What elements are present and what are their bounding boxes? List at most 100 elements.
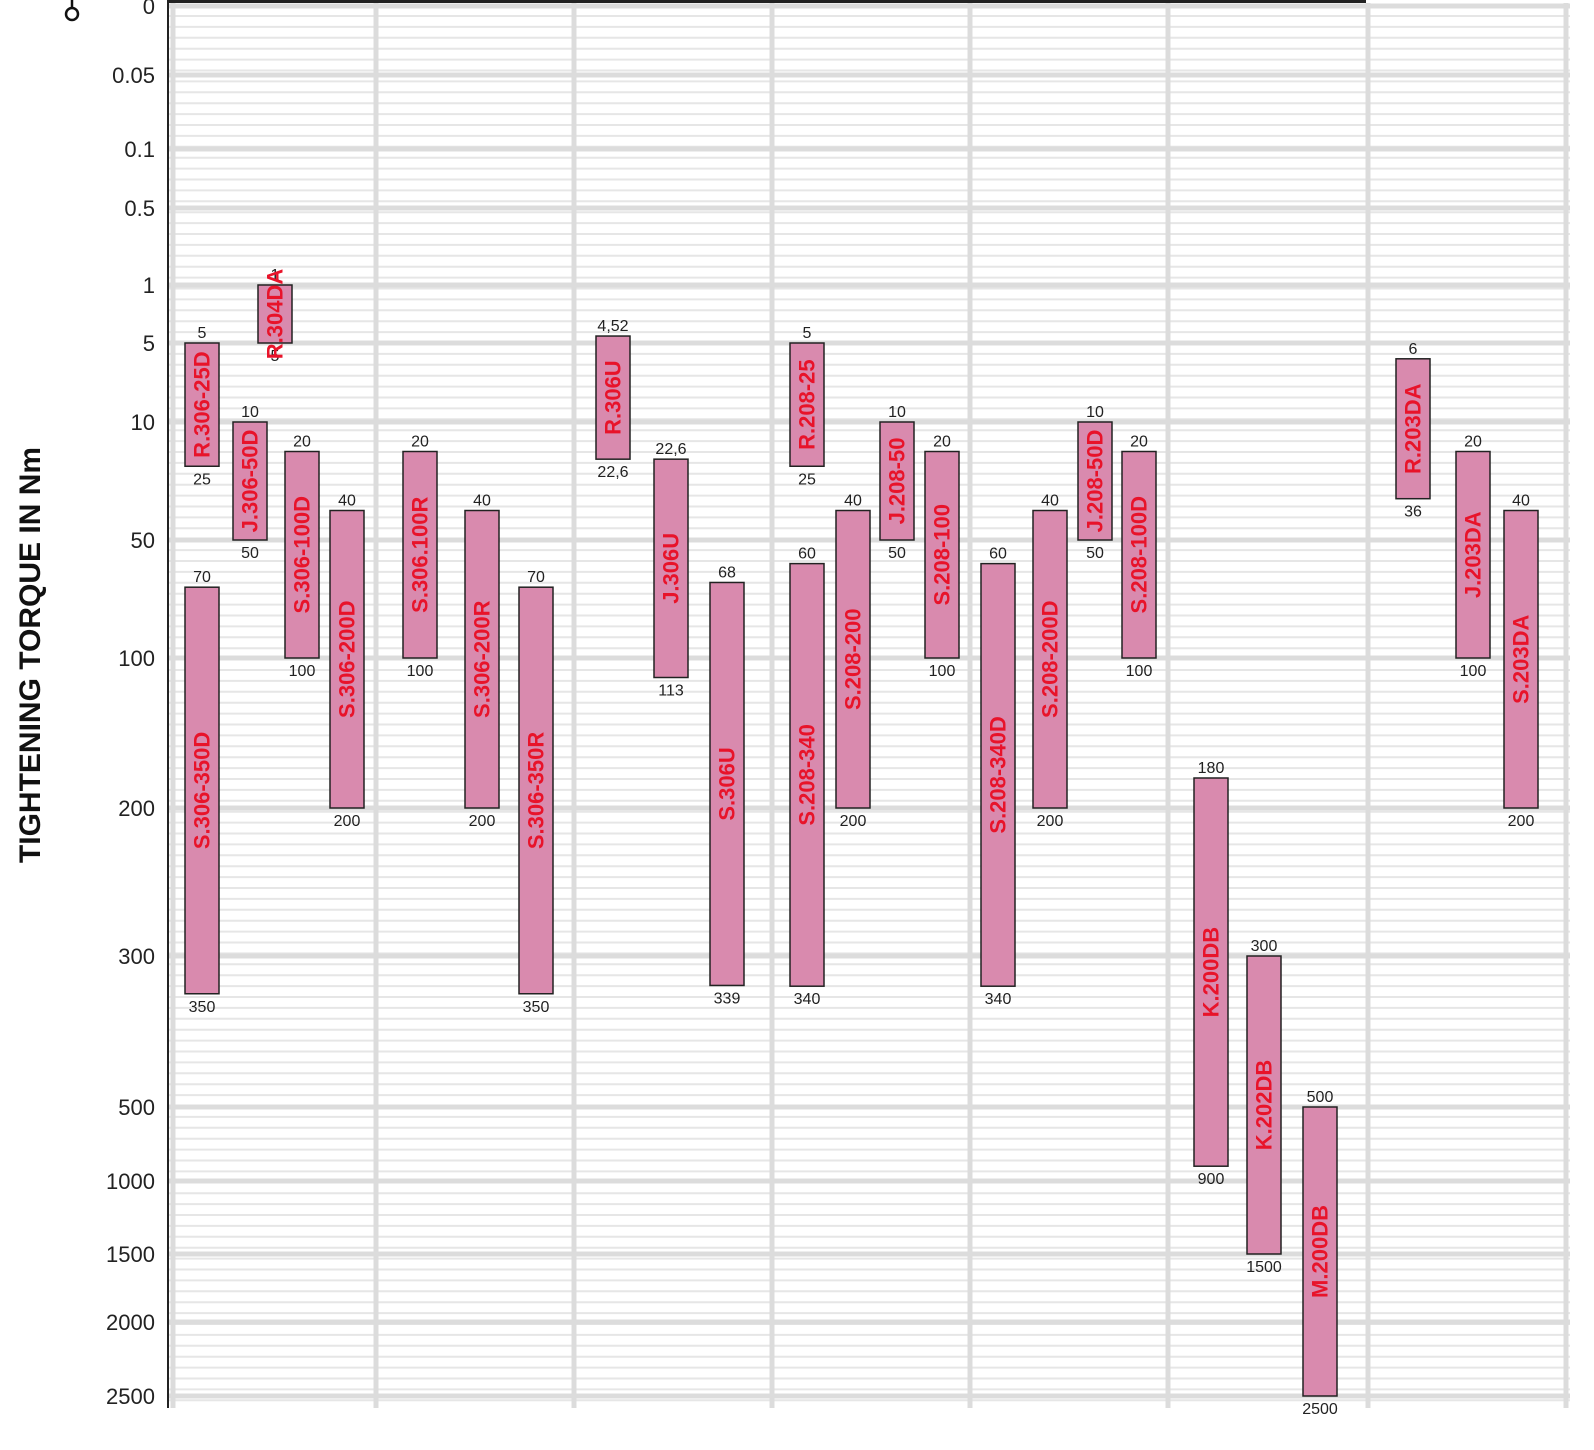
bar-rect (284, 450, 320, 659)
bar-name-label: J.208-50D (1083, 430, 1108, 533)
bar-rect (1395, 358, 1431, 500)
bar-min-label: 68 (718, 564, 736, 581)
bar-max-label: 100 (289, 663, 316, 680)
bar-rect (464, 509, 500, 809)
bar-name-label: J.208-50 (885, 438, 910, 525)
bar-max-label: 113 (658, 683, 684, 700)
plot-frame (167, 0, 1366, 1408)
bar-s-306u: 68 339 S.306U (709, 564, 745, 1007)
bar-max-label: 200 (1037, 813, 1064, 830)
bar-rect (402, 450, 438, 659)
y-tick-label: 0.1 (124, 137, 155, 162)
bar-min-label: 40 (1512, 493, 1530, 510)
bar-j-203da: 20 100 J.203DA (1455, 434, 1491, 680)
bar-rect (835, 509, 871, 809)
bar-name-label: S.208-200 (841, 608, 866, 710)
y-tick-label: 2000 (106, 1310, 155, 1335)
bar-name-label: R.203DA (1401, 383, 1426, 474)
bar-max-label: 100 (1460, 663, 1487, 680)
bar-name-label: R.208-25 (795, 359, 820, 450)
bar-r-304da: 1 5R.304DA (257, 267, 293, 365)
bar-name-label: J.203DA (1461, 511, 1486, 598)
bar-rect (1302, 1106, 1338, 1397)
bar-max-label: 25 (193, 471, 211, 488)
y-tick-label: 1500 (106, 1242, 155, 1267)
bar-min-label: 20 (933, 434, 951, 451)
y-axis-title: TIGHTENING TORQUE IN Nm (14, 447, 47, 863)
bar-name-label: S.306-350D (190, 732, 215, 849)
bar-j-306-50d: 10 50 J.306-50D (232, 404, 268, 562)
bar-min-label: 180 (1198, 760, 1225, 777)
bar-rect (257, 284, 293, 344)
bar-max-label: 2500 (1302, 1401, 1338, 1418)
bar-max-label: 340 (794, 991, 821, 1008)
bar-max-label: 200 (1508, 813, 1535, 830)
bar-rect (1246, 955, 1282, 1255)
bar-min-label: 60 (798, 546, 816, 563)
bar-s-306-200d: 40 200 S.306-200D (329, 493, 365, 830)
corner-hook-icon (64, 0, 80, 22)
y-tick-labels: 0 0.05 0.1 0.5 1 5 10 50 100 200 300 500 1000 1500 200… (106, 0, 155, 1409)
y-tick-label: 0.5 (124, 196, 155, 221)
bar-r-306u: 4,52 22,6 R.306U (595, 318, 631, 481)
bar-s-306-200r: 40 200 S.306-200R (464, 493, 500, 830)
bar-max-label: 900 (1198, 1171, 1225, 1188)
bar-rect (1077, 421, 1113, 541)
bar-s-208-340: 60 340 S.208-340 (789, 546, 825, 1008)
bar-max-label: 350 (523, 999, 550, 1016)
bar-name-label: M.200DB (1308, 1205, 1333, 1298)
bar-r-208-25: 5 25 R.208-25 (789, 325, 825, 488)
bar-min-label: 20 (1464, 434, 1482, 451)
bar-rect (789, 562, 825, 987)
bar-k-202db: 300 1500 K.202DB (1246, 938, 1282, 1276)
bar-name-label: S.208-200D (1038, 601, 1063, 718)
bar-max-label: 340 (985, 991, 1012, 1008)
bar-name-label: S.203DA (1509, 615, 1534, 704)
bar-min-label: 20 (293, 434, 311, 451)
y-tick-label: 10 (131, 410, 155, 435)
bar-m-200db: 500 2500 M.200DB (1302, 1089, 1338, 1418)
bar-s-306-100d: 20 100 S.306-100D (284, 434, 320, 680)
bar-min-label: 5 (198, 325, 207, 342)
bar-max-label: 36 (1404, 504, 1422, 521)
bar-s-203da: 40 200 S.203DA (1503, 493, 1539, 830)
bar-max-label: 100 (407, 663, 434, 680)
bar-min-label: 70 (193, 569, 211, 586)
bar-max-label: 50 (1086, 545, 1104, 562)
bar-r-203da: 6 36 R.203DA (1395, 341, 1431, 521)
y-tick-label: 5 (143, 331, 155, 356)
bar-rect (1503, 509, 1539, 809)
bar-min-label: 5 (803, 325, 812, 342)
bar-rect (980, 562, 1016, 987)
bar-name-label: S.306-200R (470, 600, 495, 718)
bar-rect (518, 586, 554, 995)
bar-max-label: 200 (840, 813, 867, 830)
bar-rect (924, 450, 960, 659)
y-tick-label: 1000 (106, 1169, 155, 1194)
bar-name-label: R.306U (601, 360, 626, 435)
bar-max-label: 5 (271, 348, 280, 365)
bar-min-label: 22,6 (655, 441, 686, 458)
bar-min-label: 10 (241, 404, 259, 421)
y-tick-label: 0.05 (112, 63, 155, 88)
bar-s-208-100d: 20 100 S.208-100D (1121, 434, 1157, 680)
bar-s-208-100: 20 100 S.208-100 (924, 434, 960, 680)
y-tick-label: 200 (118, 796, 155, 821)
bar-max-label: 200 (334, 813, 361, 830)
bar-name-label: R.306-25D (190, 351, 215, 457)
bar-min-label: 6 (1409, 341, 1418, 358)
y-tick-label: 500 (118, 1095, 155, 1120)
bar-min-label: 40 (473, 493, 491, 510)
bar-name-label: J.306-50D (238, 430, 263, 533)
bar-max-label: 50 (888, 545, 906, 562)
bar-max-label: 22,6 (597, 464, 628, 481)
bar-max-label: 339 (714, 990, 741, 1007)
bar-min-label: 70 (527, 569, 545, 586)
bar-min-label: 4,52 (597, 318, 628, 335)
bar-name-label: S.208-340 (795, 724, 820, 826)
bar-name-label: S.306U (715, 747, 740, 820)
bar-r-306-25d: 5 25 R.306-25D (184, 325, 220, 488)
bar-k-200db: 180 900 K.200DB (1193, 760, 1229, 1188)
bar-rect (1193, 777, 1229, 1167)
